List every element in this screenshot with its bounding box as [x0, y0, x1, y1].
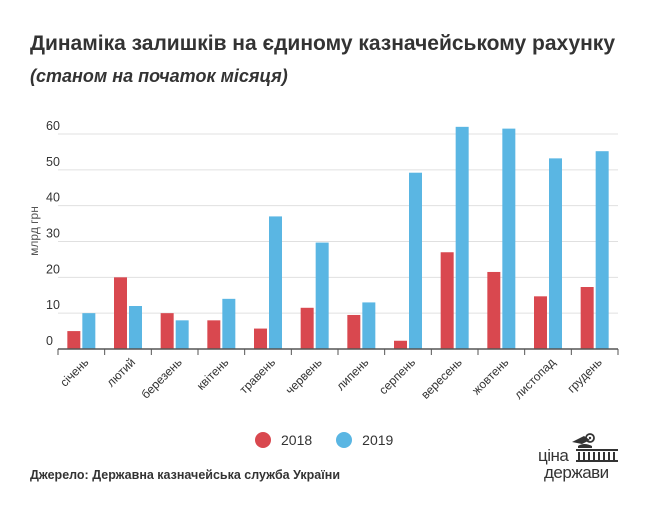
x-tick-label: вересень	[418, 355, 465, 402]
bar-2019-3[interactable]	[222, 298, 236, 349]
x-tick-labels: січень лютий березень квітень травень червень…	[57, 355, 605, 402]
x-tick-label: грудень	[564, 355, 604, 395]
y-tick-label: 0	[46, 334, 53, 348]
x-tick-label: травень	[237, 355, 278, 396]
bar-2018-2[interactable]	[160, 313, 174, 349]
x-axis	[57, 348, 619, 355]
x-tick-label: листопад	[512, 355, 559, 402]
bars	[67, 126, 609, 349]
bar-2019-7[interactable]	[409, 172, 422, 349]
legend-swatch-2018	[255, 432, 271, 448]
bar-2018-9[interactable]	[487, 271, 501, 349]
y-axis-label: млрд грн	[27, 206, 41, 256]
bar-2019-5[interactable]	[315, 242, 329, 349]
y-tick-label: 30	[46, 227, 60, 241]
cina-derzhavy-logo: ціна держави	[538, 430, 628, 486]
x-tick-label: жовтень	[469, 355, 511, 397]
bar-2018-6[interactable]	[347, 314, 361, 349]
legend-item-2018[interactable]: 2018	[255, 432, 312, 448]
bar-2018-3[interactable]	[207, 320, 221, 349]
x-tick-label: червень	[283, 355, 325, 397]
source-note: Джерело: Державна казначейська служба Ук…	[30, 468, 341, 482]
grid-lines	[58, 133, 618, 314]
y-tick-label: 40	[46, 191, 60, 205]
legend-item-2019[interactable]: 2019	[336, 432, 393, 448]
x-tick-label: лютий	[104, 355, 138, 389]
bar-2019-10[interactable]	[549, 158, 562, 349]
bar-2018-1[interactable]	[114, 277, 127, 349]
logo-text-cina: ціна	[538, 446, 569, 465]
bar-2019-11[interactable]	[595, 151, 609, 349]
legend-swatch-2019	[336, 432, 353, 448]
bar-2018-7[interactable]	[394, 340, 407, 349]
x-tick-label: серпень	[376, 355, 418, 397]
bar-2018-10[interactable]	[534, 296, 547, 349]
bar-2019-0[interactable]	[82, 313, 96, 349]
y-tick-labels: 0 10 20 30 40 50 60	[46, 119, 60, 348]
logo-emblem-icon	[572, 433, 618, 462]
x-tick-label: квітень	[194, 355, 232, 393]
bar-2019-9[interactable]	[502, 128, 516, 349]
bar-2019-1[interactable]	[129, 306, 142, 349]
logo-text-derzhavy: держави	[544, 463, 609, 482]
bar-2019-4[interactable]	[269, 216, 282, 349]
legend-label-2018: 2018	[281, 432, 313, 448]
bar-2019-6[interactable]	[362, 302, 376, 349]
x-tick-label: січень	[57, 355, 91, 389]
bar-2018-5[interactable]	[300, 307, 314, 349]
bar-2019-8[interactable]	[455, 126, 469, 349]
x-tick-label: березень	[139, 355, 185, 401]
y-tick-label: 50	[46, 155, 60, 169]
bar-2018-4[interactable]	[254, 328, 267, 349]
legend: 2018 2019	[255, 432, 417, 448]
x-tick-label: липень	[333, 355, 371, 393]
bar-2018-8[interactable]	[440, 252, 454, 349]
y-tick-label: 10	[46, 298, 60, 312]
chart-title: Динаміка залишків на єдиному казначейськ…	[30, 32, 615, 55]
chart-subtitle: (станом на початок місяця)	[30, 66, 288, 86]
bar-2018-0[interactable]	[67, 331, 81, 349]
bar-2019-2[interactable]	[175, 320, 189, 349]
bar-2018-11[interactable]	[580, 287, 594, 349]
y-tick-label: 60	[46, 119, 60, 133]
y-tick-label: 20	[46, 262, 60, 276]
legend-label-2019: 2019	[362, 432, 394, 448]
